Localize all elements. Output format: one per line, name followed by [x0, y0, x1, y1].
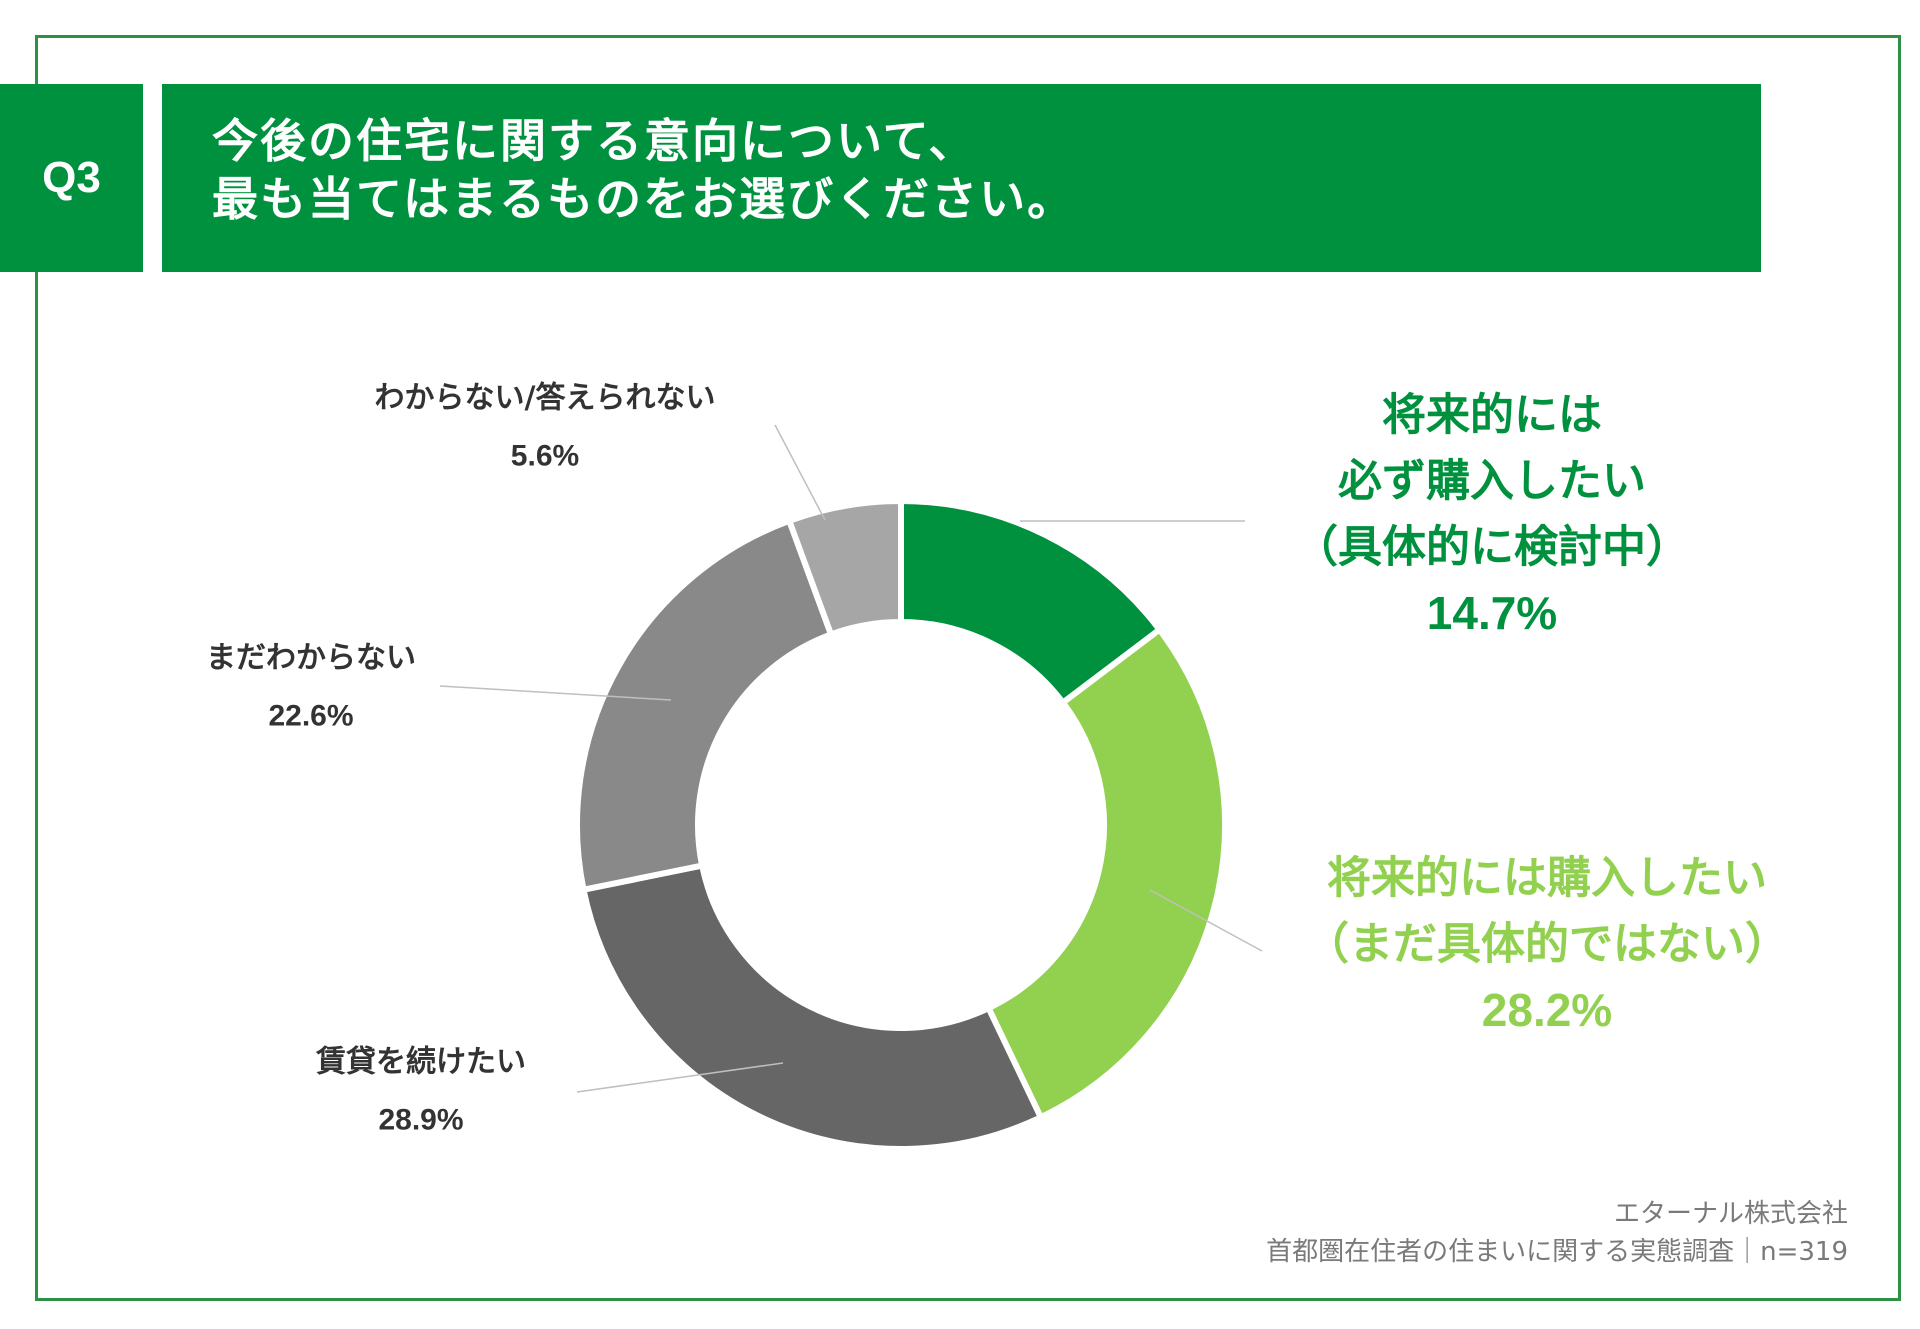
footer-survey: 首都圏在住者の住まいに関する実態調査｜n=319	[1266, 1237, 1848, 1267]
leader-line-5	[774, 424, 826, 521]
chart-frame	[35, 35, 1901, 1301]
question-badge: Q3	[0, 84, 143, 272]
slice-value-2: 28.2%	[1482, 984, 1612, 1036]
title-line-2: 最も当てはまるものをお選びください。	[212, 172, 1076, 226]
footer: エターナル株式会社 首都圏在住者の住まいに関する実態調査｜n=319	[1266, 1195, 1848, 1271]
leader-line-2	[1149, 889, 1263, 952]
slice-label-5-line-1: わからない/答えられない	[375, 381, 716, 416]
donut-slice-3	[579, 862, 1045, 1152]
slice-label-4-line-1: まだわからない	[206, 641, 416, 676]
slice-value-5: 5.6%	[511, 440, 579, 473]
donut-slice-4	[574, 516, 835, 894]
question-number: Q3	[42, 153, 101, 202]
slice-label-2-line-1: 将来的には購入したい	[1327, 853, 1767, 904]
slice-label-1-line-3: （具体的に検討中）	[1294, 522, 1690, 573]
leader-line-3	[576, 1062, 784, 1093]
slice-label-1-line-2: 必ず購入したい	[1338, 456, 1646, 507]
leader-line-4	[439, 685, 672, 701]
footer-company: エターナル株式会社	[1613, 1199, 1848, 1229]
slice-value-3: 28.9%	[378, 1104, 463, 1137]
title-line-1: 今後の住宅に関する意向について、	[212, 114, 977, 168]
donut-slice-2	[984, 625, 1228, 1122]
slice-value-4: 22.6%	[268, 700, 353, 733]
slice-value-1: 14.7%	[1427, 587, 1557, 639]
slice-label-2-line-2: （まだ具体的ではない）	[1305, 919, 1789, 970]
slice-label-3-line-1: 賃貸を続けたい	[315, 1045, 526, 1080]
slice-label-1-line-1: 将来的には	[1382, 390, 1602, 441]
title-bar: 今後の住宅に関する意向について、 最も当てはまるものをお選びください。	[162, 84, 1761, 272]
donut-slice-5	[785, 497, 904, 639]
